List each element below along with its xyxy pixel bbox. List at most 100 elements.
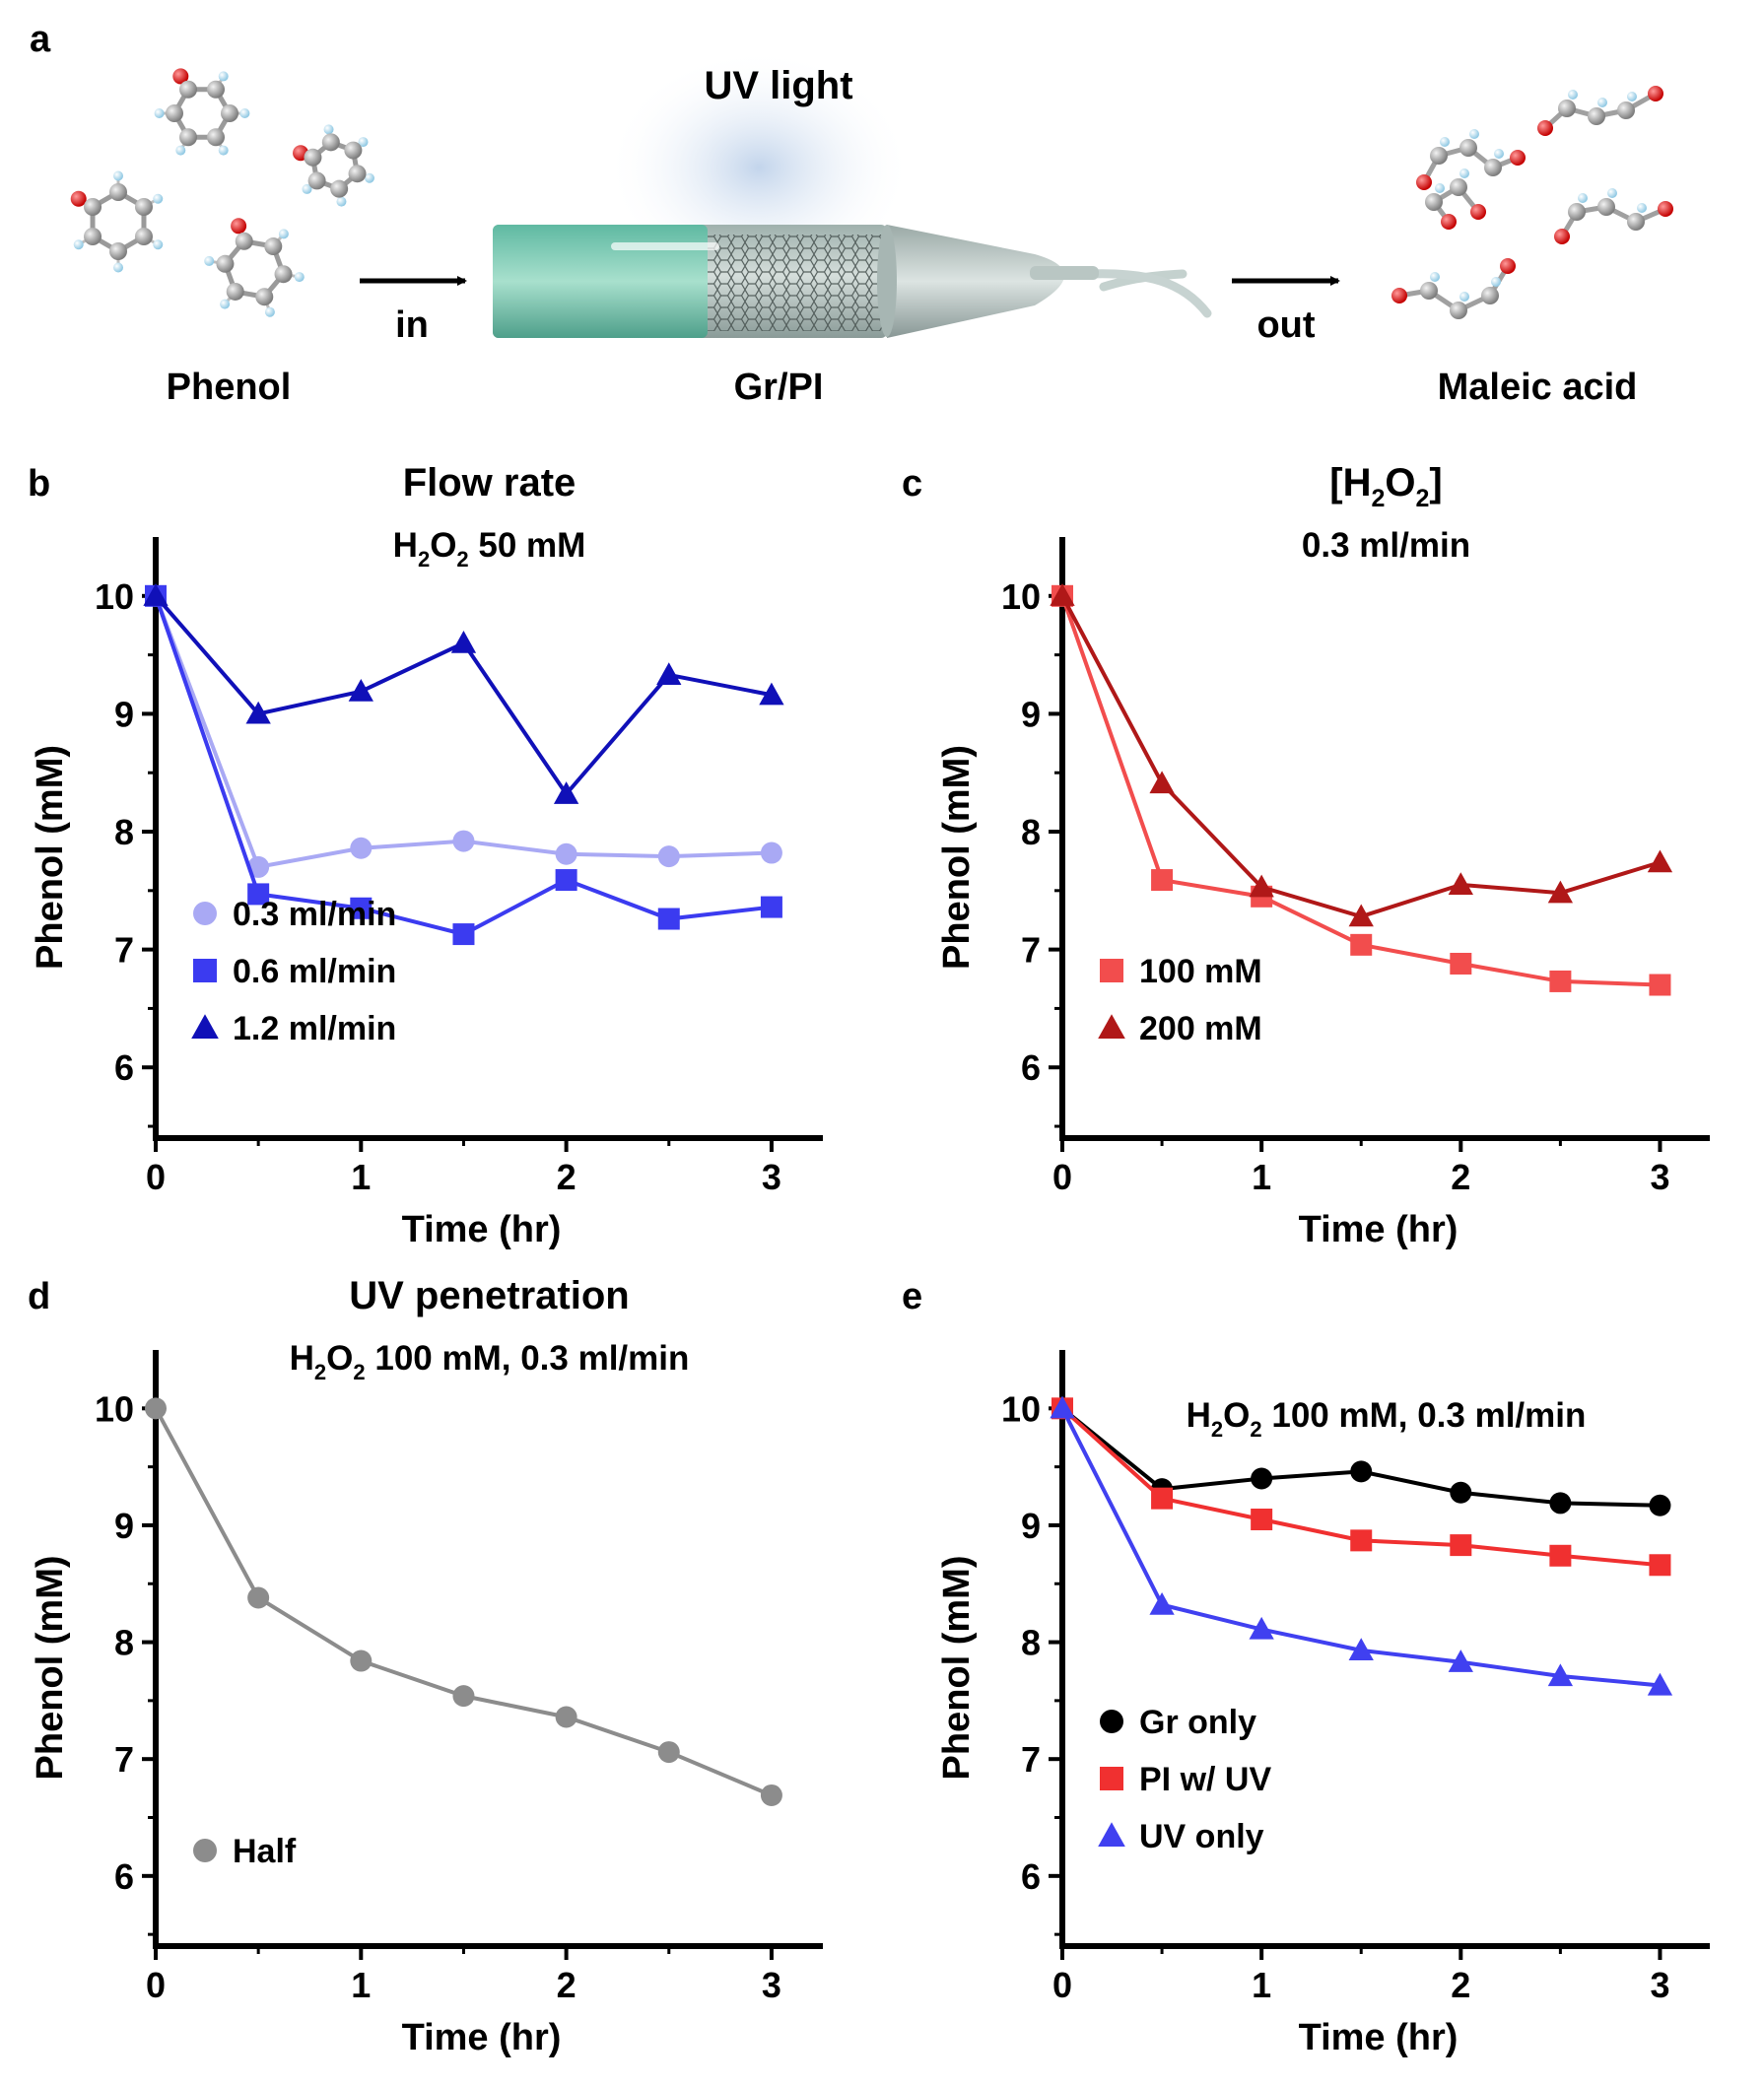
x-tick-label: 2	[1451, 1965, 1470, 2005]
carbon-atom	[84, 198, 102, 216]
carbon-atom	[1627, 213, 1645, 231]
hydrogen-atom	[113, 262, 123, 273]
carbon-atom	[1568, 203, 1586, 221]
data-point	[1448, 1649, 1473, 1672]
legend-marker	[193, 902, 217, 925]
data-point	[555, 869, 577, 892]
legend-label: UV only	[1139, 1818, 1264, 1855]
legend-entry: PI w/ UV	[1100, 1761, 1271, 1798]
x-tick-label: 0	[146, 1157, 166, 1197]
data-point	[1549, 1492, 1572, 1515]
data-point	[1348, 904, 1374, 927]
panel-letter-c: c	[902, 463, 922, 505]
data-point	[553, 781, 579, 804]
y-tick-label: 7	[1021, 930, 1041, 971]
data-point	[350, 897, 373, 919]
panel-b-chart: b Flow rate H2O2 50 mM 6 7 8 9 10 0 1 2 3 Time (hr) P…	[28, 461, 823, 1250]
series-line	[154, 1407, 773, 1797]
legend-entry: Gr only	[1100, 1704, 1256, 1741]
legend-label: 200 mM	[1139, 1010, 1262, 1047]
x-tick-label: 2	[557, 1157, 577, 1197]
legend-entry: UV only	[1098, 1818, 1264, 1855]
chart-subtitle: H2O2 50 mM	[393, 526, 586, 572]
data-point	[555, 842, 577, 865]
carbon-atom	[109, 183, 127, 201]
x-tick-label: 1	[1252, 1157, 1271, 1197]
carbon-atom	[1425, 193, 1443, 211]
y-axis-label: Phenol (mM)	[936, 745, 978, 970]
reactant-label: Phenol	[167, 367, 292, 408]
carbon-atom	[307, 171, 326, 190]
data-point	[1549, 1544, 1572, 1567]
hydrogen-atom	[1430, 272, 1440, 282]
carbon-atom	[274, 265, 293, 284]
y-tick-label: 7	[114, 930, 134, 971]
x-tick-label: 1	[351, 1157, 371, 1197]
carbon-atom	[264, 237, 283, 256]
series-line	[1060, 594, 1662, 919]
data-point	[1249, 874, 1274, 898]
x-tick-label: 0	[1052, 1965, 1072, 2005]
hydrogen-atom	[323, 124, 334, 135]
data-point	[1348, 1638, 1374, 1660]
data-point	[760, 896, 782, 918]
hydrogen-atom	[218, 71, 229, 82]
inlet-label: in	[395, 304, 429, 346]
hydrogen-atom	[153, 193, 164, 204]
maleic-acid-molecules-illustration	[1391, 86, 1673, 319]
series-uv-only	[1050, 1395, 1673, 1696]
hydrogen-atom	[1568, 90, 1578, 100]
panel-letter-d: d	[28, 1276, 50, 1317]
hydrogen-atom	[1494, 149, 1504, 159]
x-tick-label: 0	[1052, 1157, 1072, 1197]
carbon-atom	[1617, 101, 1635, 119]
carbon-atom	[235, 232, 253, 250]
carbon-atom	[207, 128, 225, 147]
carbon-atom	[321, 133, 340, 152]
chart-subtitle: H2O2 100 mM, 0.3 ml/min	[290, 1339, 690, 1384]
data-point	[1151, 1487, 1174, 1510]
x-tick-label: 2	[557, 1965, 577, 2005]
legend-marker	[1098, 1014, 1125, 1040]
hydrogen-atom	[278, 229, 289, 239]
data-point	[450, 630, 477, 653]
carbon-atom	[1450, 178, 1467, 196]
hydrogen-atom	[364, 172, 374, 183]
hydrogen-atom	[175, 145, 186, 156]
data-point	[143, 583, 169, 606]
carbon-atom	[134, 228, 153, 245]
y-tick-label: 8	[1021, 812, 1041, 852]
series-half	[145, 1397, 782, 1806]
y-axis-label: Phenol (mM)	[936, 1556, 978, 1781]
y-tick-label: 8	[114, 812, 134, 852]
hydrogen-atom	[336, 196, 347, 207]
x-axis-label: Time (hr)	[402, 2017, 562, 2058]
data-point	[1050, 1395, 1075, 1419]
data-point	[1448, 872, 1473, 895]
legend-entry: 100 mM	[1100, 953, 1262, 990]
data-point	[1649, 1494, 1671, 1516]
legend-marker	[1100, 1710, 1123, 1733]
data-point	[760, 1784, 782, 1806]
x-tick-label: 3	[1650, 1157, 1669, 1197]
oxygen-atom	[70, 190, 87, 207]
oxygen-atom	[1510, 150, 1526, 166]
data-point	[1050, 583, 1075, 606]
chart-title: Flow rate	[403, 461, 577, 505]
carbon-atom	[207, 80, 225, 99]
data-point	[1151, 869, 1174, 892]
oxygen-atom	[172, 68, 189, 85]
x-tick-label: 1	[1252, 1965, 1271, 2005]
oxygen-atom	[1537, 120, 1553, 136]
hydrogen-atom	[294, 272, 305, 283]
data-point	[1350, 1460, 1373, 1483]
data-point	[245, 701, 271, 724]
hydrogen-atom	[302, 183, 312, 194]
data-point	[760, 842, 782, 864]
hydrogen-atom	[1459, 168, 1469, 178]
panel-d-chart: d UV penetration H2O2 100 mM, 0.3 ml/min 6 7…	[28, 1274, 823, 2058]
data-point	[247, 1586, 270, 1609]
y-tick-label: 10	[95, 1388, 134, 1429]
legend-label: Half	[233, 1833, 297, 1870]
data-point	[1251, 1509, 1273, 1531]
